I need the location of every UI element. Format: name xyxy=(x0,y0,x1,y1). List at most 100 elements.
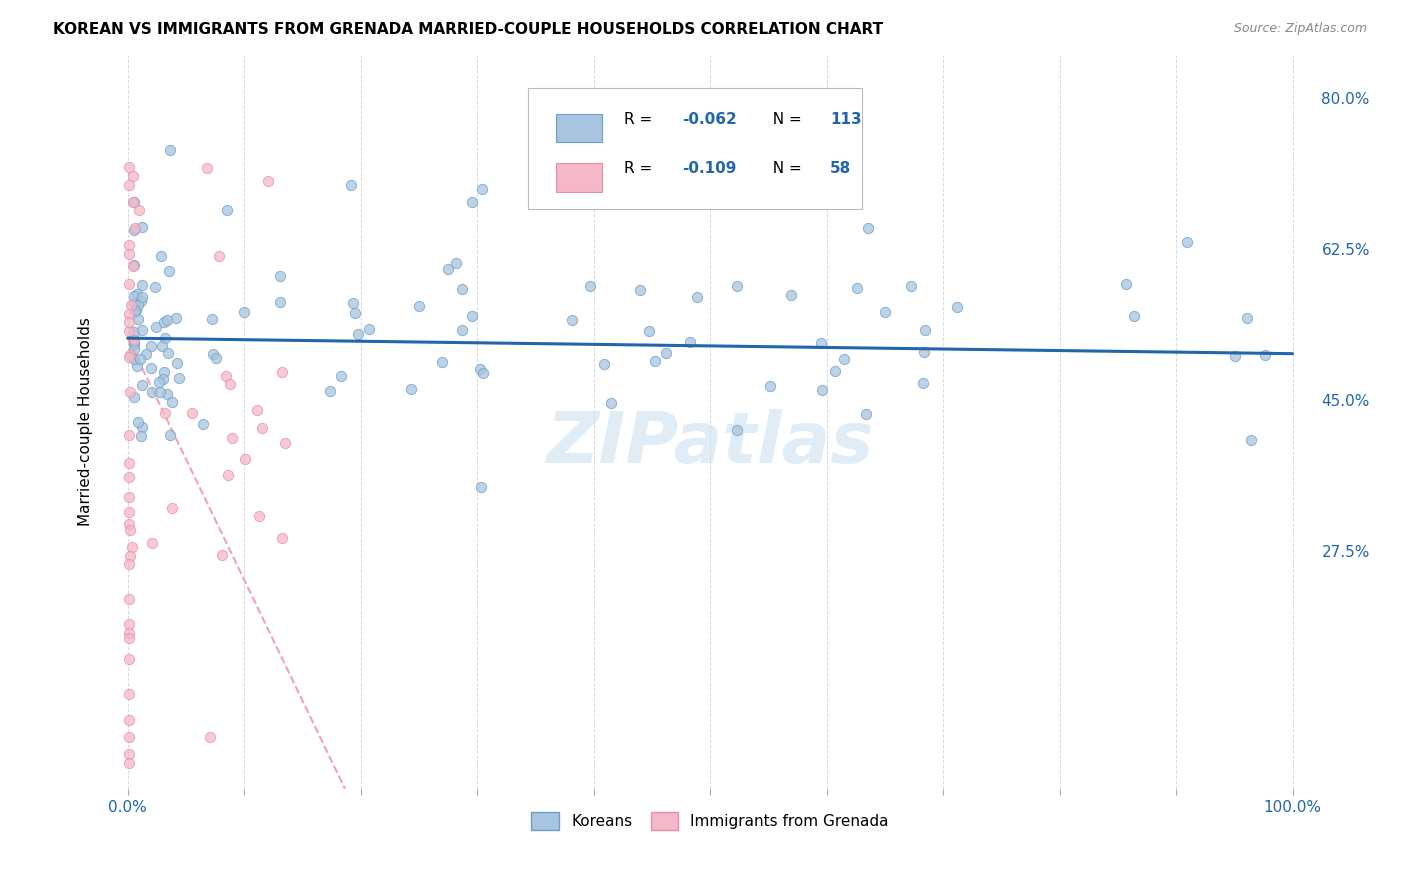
Point xyxy=(127,311,149,326)
Point xyxy=(127,287,149,301)
Point xyxy=(120,298,142,312)
Point xyxy=(1223,350,1246,364)
Point xyxy=(121,540,143,554)
Point xyxy=(191,417,214,432)
Point xyxy=(451,323,474,337)
Point xyxy=(122,295,145,310)
Point xyxy=(856,220,879,235)
Point xyxy=(118,238,141,252)
Point xyxy=(143,279,166,293)
Point xyxy=(122,333,145,347)
Point xyxy=(167,371,190,385)
Point xyxy=(436,261,458,276)
Point xyxy=(468,362,491,376)
Point xyxy=(148,375,170,389)
Point xyxy=(148,385,170,400)
Point xyxy=(118,350,141,364)
Point xyxy=(128,203,150,218)
Point xyxy=(471,366,494,380)
Point xyxy=(150,249,173,263)
Point xyxy=(122,336,145,351)
Point xyxy=(845,281,868,295)
Text: 113: 113 xyxy=(830,112,862,128)
Point xyxy=(359,322,381,336)
Text: Source: ZipAtlas.com: Source: ZipAtlas.com xyxy=(1233,22,1367,36)
Text: R =: R = xyxy=(624,161,657,177)
Point xyxy=(271,531,294,545)
Point xyxy=(470,479,492,493)
Point xyxy=(141,385,163,400)
Point xyxy=(120,384,142,399)
Point xyxy=(118,523,141,537)
Legend: Koreans, Immigrants from Grenada: Koreans, Immigrants from Grenada xyxy=(526,806,896,836)
Point xyxy=(122,258,145,272)
Point xyxy=(211,548,233,562)
Point xyxy=(399,382,422,396)
Point xyxy=(141,339,163,353)
Text: N =: N = xyxy=(763,161,807,177)
Point xyxy=(181,406,204,420)
Point xyxy=(118,314,141,328)
Point xyxy=(118,516,141,531)
Point xyxy=(208,249,231,263)
Text: N =: N = xyxy=(763,112,807,128)
Point xyxy=(460,310,482,324)
Text: KOREAN VS IMMIGRANTS FROM GRENADA MARRIED-COUPLE HOUSEHOLDS CORRELATION CHART: KOREAN VS IMMIGRANTS FROM GRENADA MARRIE… xyxy=(53,22,883,37)
Point xyxy=(250,421,273,435)
Point xyxy=(150,339,173,353)
Point xyxy=(118,456,141,470)
Point xyxy=(141,536,163,550)
Point xyxy=(121,194,143,209)
Text: -0.062: -0.062 xyxy=(682,112,737,128)
Point xyxy=(118,631,141,645)
Point xyxy=(122,325,145,339)
Point xyxy=(779,288,801,302)
Point xyxy=(810,335,832,350)
Point xyxy=(118,178,141,192)
Point xyxy=(166,311,188,326)
Point xyxy=(152,372,174,386)
Y-axis label: Married-couple Households: Married-couple Households xyxy=(79,318,93,526)
Point xyxy=(201,346,224,360)
Point xyxy=(911,376,934,390)
Point xyxy=(1115,277,1137,291)
Point xyxy=(219,377,242,392)
Point xyxy=(945,300,967,314)
Point xyxy=(1175,235,1198,250)
Point xyxy=(346,327,368,342)
Point xyxy=(118,307,141,321)
Point xyxy=(471,182,494,196)
Point xyxy=(655,346,678,360)
Bar xyxy=(557,163,602,192)
Point xyxy=(160,501,183,516)
Point xyxy=(145,320,167,334)
Point xyxy=(127,298,149,312)
Point xyxy=(122,223,145,237)
FancyBboxPatch shape xyxy=(529,88,862,209)
Point xyxy=(118,558,141,572)
Point xyxy=(118,626,141,640)
Point xyxy=(686,290,709,304)
Point xyxy=(131,377,153,392)
Point xyxy=(131,323,153,337)
Point xyxy=(679,334,702,349)
Point xyxy=(204,351,226,365)
Point xyxy=(153,406,176,420)
Point xyxy=(233,305,256,319)
Point xyxy=(141,360,163,375)
Point xyxy=(155,331,177,345)
Point xyxy=(118,687,141,701)
Point xyxy=(124,220,146,235)
Point xyxy=(200,312,222,326)
Point xyxy=(118,161,141,175)
Point xyxy=(900,278,922,293)
Point xyxy=(156,313,179,327)
Point xyxy=(759,378,782,392)
Point xyxy=(319,384,342,398)
Point xyxy=(257,174,280,188)
Point xyxy=(578,278,600,293)
Point xyxy=(153,365,176,379)
Point xyxy=(118,730,141,744)
Point xyxy=(247,509,270,524)
Point xyxy=(628,284,651,298)
